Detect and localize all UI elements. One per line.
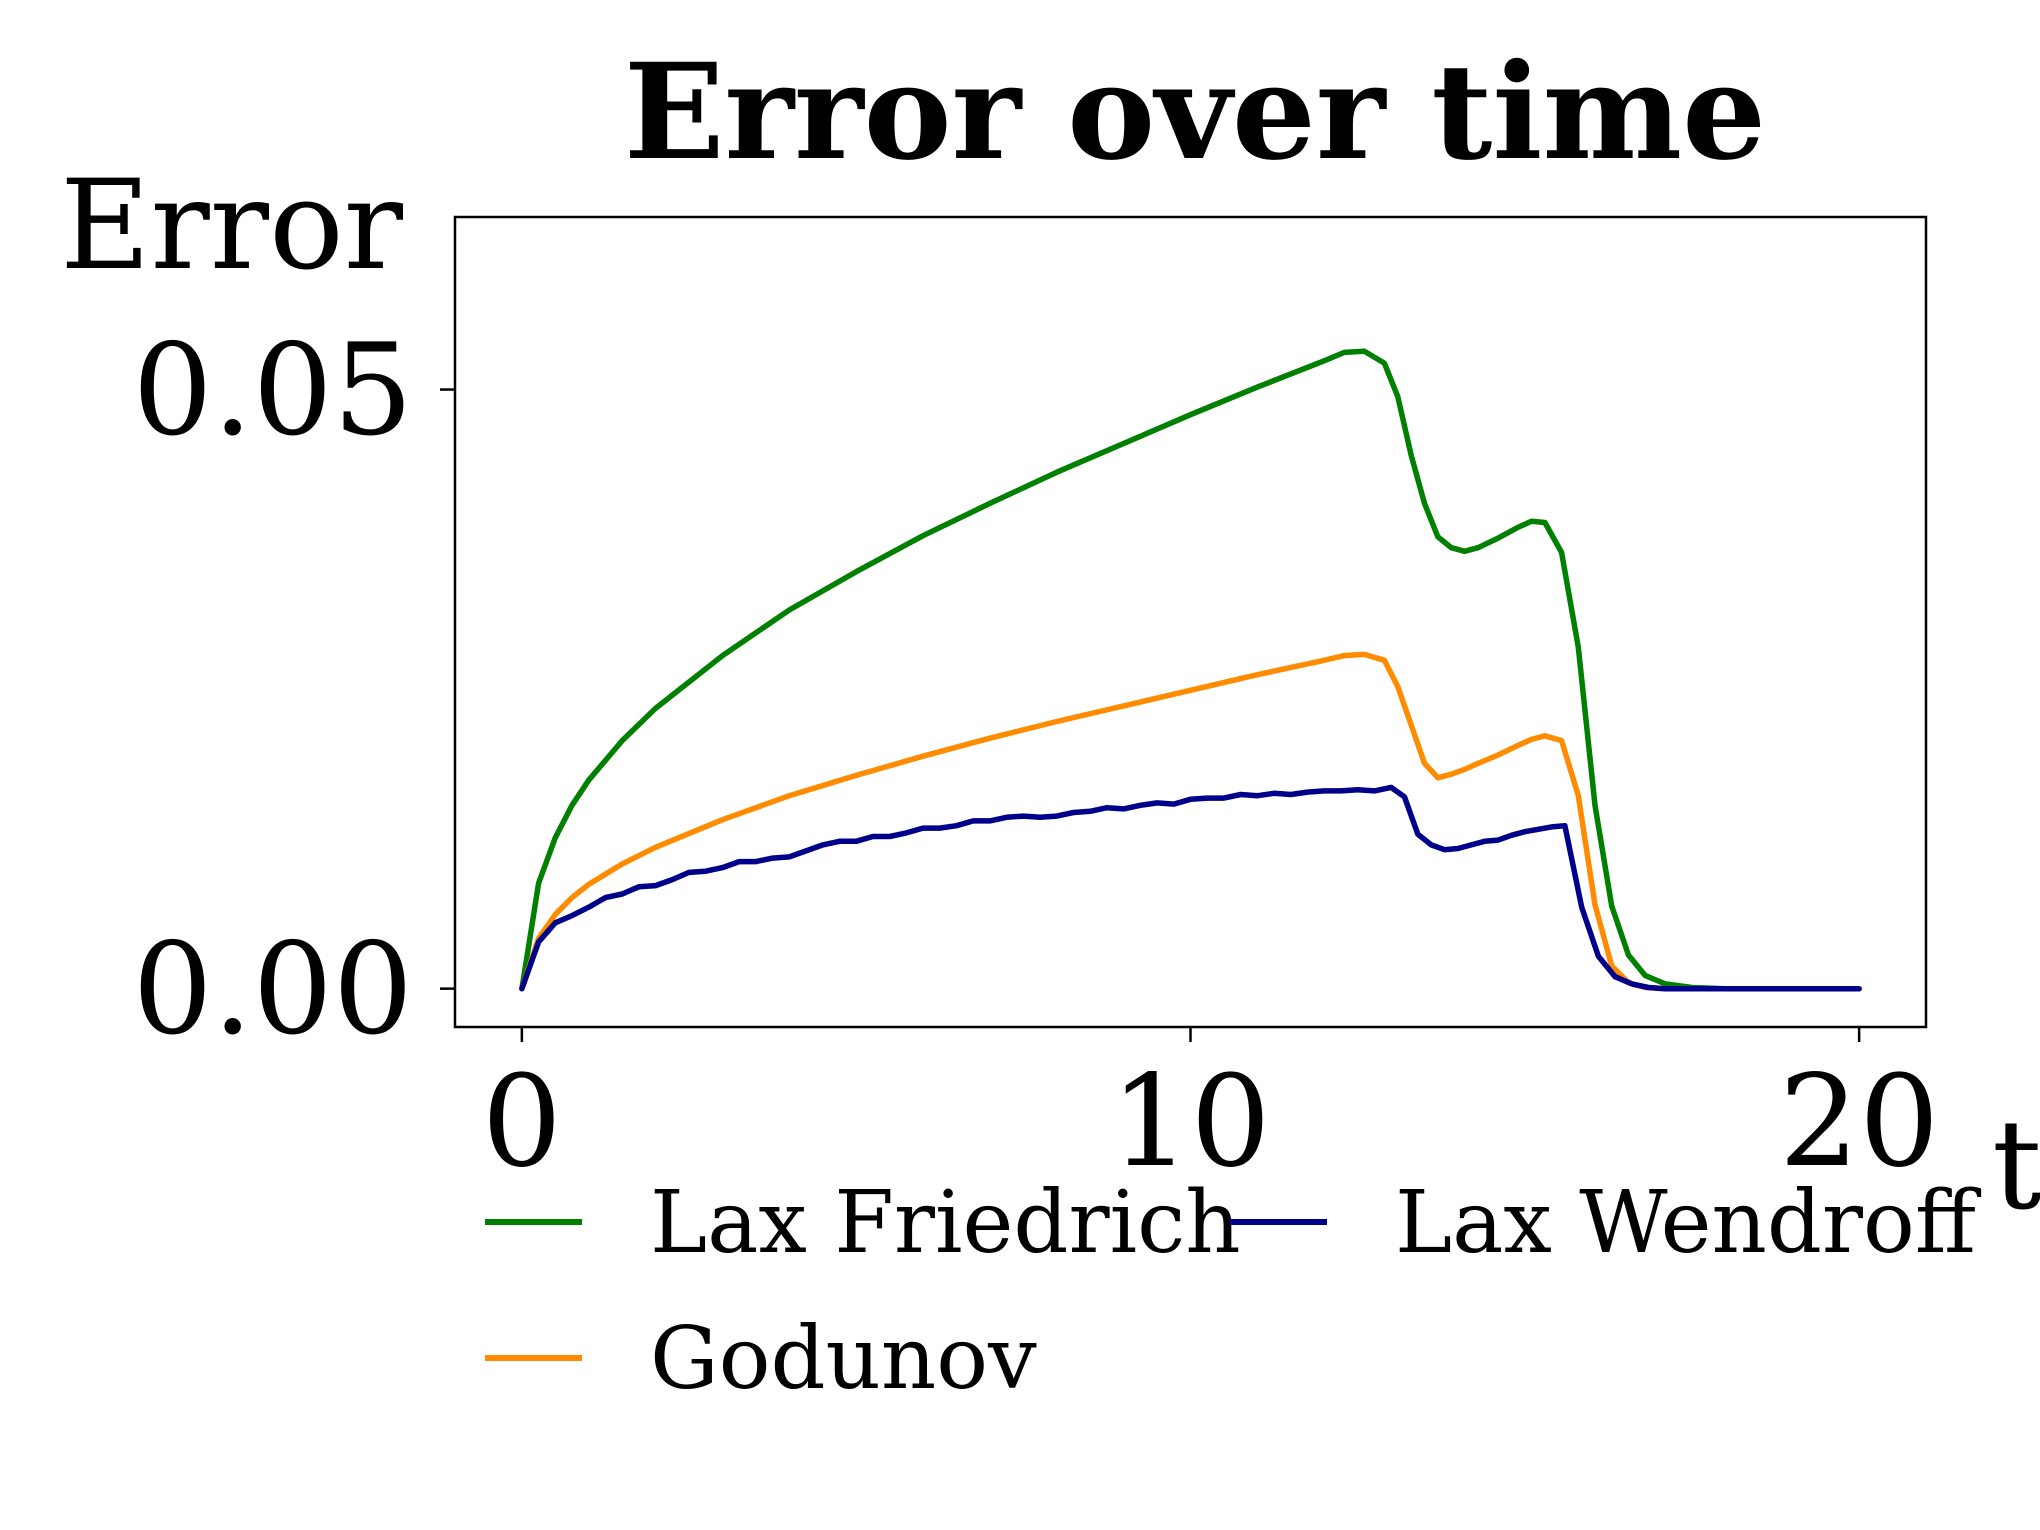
y-tick-label: 0.00 xyxy=(132,916,413,1063)
y-axis-ticks: 0.00 0.05 xyxy=(132,317,455,1063)
y-axis-label: Error xyxy=(60,154,404,298)
y-tick-label: 0.05 xyxy=(132,317,413,464)
legend-label-lax-friedrich: Lax Friedrich xyxy=(650,1173,1241,1273)
x-tick-label: 0 xyxy=(482,1048,562,1195)
chart-title: Error over time xyxy=(624,35,1766,190)
x-tick-label: 10 xyxy=(1110,1048,1270,1195)
series-line-godunov xyxy=(519,651,1862,992)
x-axis-label: t xyxy=(1992,1094,2040,1238)
series-line-lax-wendroff xyxy=(519,784,1862,992)
series-line-lax-friedrich xyxy=(519,348,1862,992)
x-tick-label: 20 xyxy=(1779,1048,1939,1195)
x-axis-ticks: 0 10 20 xyxy=(482,1027,1939,1195)
legend: Lax Friedrich Godunov Lax Wendroff xyxy=(485,1173,1982,1409)
series-layer xyxy=(519,348,1862,992)
legend-label-lax-wendroff: Lax Wendroff xyxy=(1395,1173,1982,1273)
plot-area-frame xyxy=(453,215,1928,1029)
legend-label-godunov: Godunov xyxy=(650,1309,1037,1409)
